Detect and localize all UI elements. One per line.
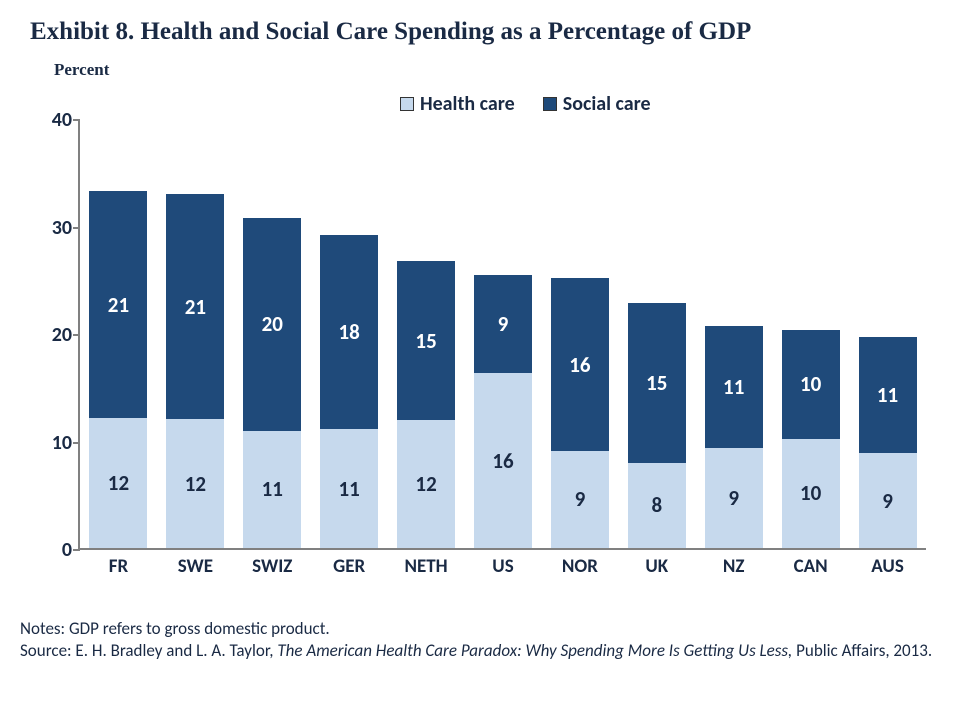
x-tick-label: GER bbox=[333, 555, 365, 578]
bar-segment-health: 9 bbox=[551, 451, 609, 548]
bar-segment-social: 9 bbox=[474, 275, 532, 373]
legend-item-health: Health care bbox=[400, 92, 515, 116]
x-tick-label: SWIZ bbox=[252, 555, 292, 578]
bar-segment-social: 11 bbox=[859, 337, 917, 453]
bar-slot: 1512NETH bbox=[388, 120, 465, 548]
bar-slot: 119AUS bbox=[849, 120, 926, 548]
bar-segment-health: 9 bbox=[859, 453, 917, 548]
bar-segment-social: 21 bbox=[166, 194, 224, 419]
bar: 916 bbox=[474, 275, 532, 548]
bar-segment-health: 12 bbox=[89, 418, 147, 548]
y-tick-mark bbox=[73, 227, 80, 229]
y-tick-mark bbox=[73, 334, 80, 336]
bar-slot: 119NZ bbox=[695, 120, 772, 548]
bar: 2112 bbox=[89, 191, 147, 548]
y-tick-label: 40 bbox=[32, 108, 72, 132]
source-italic: The American Health Care Paradox: Why Sp… bbox=[277, 640, 796, 661]
x-tick-label: SWE bbox=[178, 555, 213, 578]
legend-label-social: Social care bbox=[563, 92, 651, 116]
bar: 158 bbox=[628, 303, 686, 548]
x-tick-label: CAN bbox=[794, 555, 828, 578]
bar-segment-health: 9 bbox=[705, 448, 763, 548]
bar: 169 bbox=[551, 278, 609, 548]
legend-label-health: Health care bbox=[420, 92, 515, 116]
source-prefix: Source: E. H. Bradley and L. A. Taylor, bbox=[20, 640, 277, 661]
bar-segment-social: 15 bbox=[397, 261, 455, 420]
y-tick-mark bbox=[73, 549, 80, 551]
bar: 2112 bbox=[166, 194, 224, 548]
y-tick-label: 30 bbox=[32, 216, 72, 240]
chart-area: Health care Social care 2112FR2112SWE201… bbox=[0, 80, 960, 600]
x-tick-label: UK bbox=[645, 555, 668, 578]
x-tick-label: NZ bbox=[723, 555, 745, 578]
x-tick-label: FR bbox=[109, 555, 128, 578]
bar: 119 bbox=[859, 337, 917, 548]
bar: 1010 bbox=[782, 330, 840, 548]
bar-slot: 169NOR bbox=[541, 120, 618, 548]
bar-segment-social: 20 bbox=[243, 218, 301, 431]
y-tick-label: 20 bbox=[32, 323, 72, 347]
bar-segment-health: 12 bbox=[166, 419, 224, 548]
y-tick-label: 0 bbox=[32, 538, 72, 562]
x-tick-label: AUS bbox=[871, 555, 904, 578]
bar: 1811 bbox=[320, 235, 378, 548]
bar-slot: 158UK bbox=[618, 120, 695, 548]
chart-title: Exhibit 8. Health and Social Care Spendi… bbox=[0, 0, 960, 46]
bar-segment-health: 12 bbox=[397, 420, 455, 548]
legend-swatch-health bbox=[400, 97, 414, 111]
y-axis-label: Percent bbox=[0, 46, 960, 80]
x-tick-label: US bbox=[492, 555, 513, 578]
footer-notes: Notes: GDP refers to gross domestic prod… bbox=[0, 600, 960, 662]
bar-segment-social: 11 bbox=[705, 326, 763, 448]
bar-segment-health: 16 bbox=[474, 373, 532, 548]
source-suffix: Public Affairs, 2013. bbox=[796, 640, 932, 661]
bar-segment-social: 16 bbox=[551, 278, 609, 451]
bar-segment-social: 18 bbox=[320, 235, 378, 429]
x-tick-label: NOR bbox=[562, 555, 598, 578]
bar-segment-health: 11 bbox=[243, 431, 301, 548]
plot-region: 2112FR2112SWE2011SWIZ1811GER1512NETH916U… bbox=[78, 120, 926, 550]
notes-line: Notes: GDP refers to gross domestic prod… bbox=[20, 618, 960, 640]
bar: 119 bbox=[705, 326, 763, 549]
bars-container: 2112FR2112SWE2011SWIZ1811GER1512NETH916U… bbox=[80, 120, 926, 548]
bar-segment-social: 15 bbox=[628, 303, 686, 463]
y-tick-mark bbox=[73, 442, 80, 444]
bar-slot: 2112FR bbox=[80, 120, 157, 548]
bar-segment-health: 11 bbox=[320, 429, 378, 548]
bar-slot: 916US bbox=[465, 120, 542, 548]
bar-segment-health: 8 bbox=[628, 463, 686, 548]
bar-segment-social: 21 bbox=[89, 191, 147, 418]
bar-segment-health: 10 bbox=[782, 439, 840, 548]
bar-slot: 1811GER bbox=[311, 120, 388, 548]
bar-slot: 1010CAN bbox=[772, 120, 849, 548]
legend-swatch-social bbox=[543, 97, 557, 111]
bar-segment-social: 10 bbox=[782, 330, 840, 439]
bar-slot: 2011SWIZ bbox=[234, 120, 311, 548]
bar-slot: 2112SWE bbox=[157, 120, 234, 548]
legend: Health care Social care bbox=[400, 92, 651, 116]
bar: 2011 bbox=[243, 218, 301, 548]
source-line: Source: E. H. Bradley and L. A. Taylor, … bbox=[20, 640, 960, 662]
y-tick-label: 10 bbox=[32, 431, 72, 455]
legend-item-social: Social care bbox=[543, 92, 651, 116]
x-tick-label: NETH bbox=[404, 555, 447, 578]
y-tick-mark bbox=[73, 119, 80, 121]
bar: 1512 bbox=[397, 261, 455, 548]
